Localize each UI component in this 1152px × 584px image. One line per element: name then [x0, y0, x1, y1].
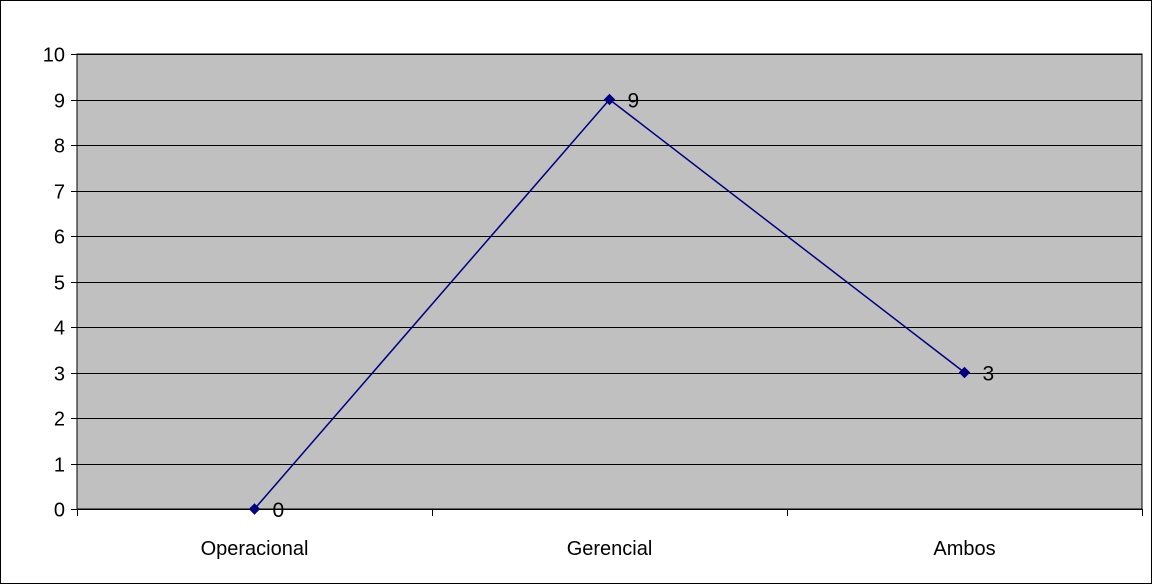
y-tick-label-9: 9 [54, 91, 65, 113]
data-point-marker-ambos [958, 366, 971, 379]
data-label-gerencial: 9 [628, 90, 640, 113]
y-tick-label-2: 2 [54, 409, 65, 431]
x-tick-label-ambos: Ambos [933, 538, 995, 560]
x-tick-label-gerencial: Gerencial [567, 538, 653, 560]
x-tick-label-operacional: Operacional [201, 538, 309, 560]
y-tick-label-3: 3 [54, 364, 65, 386]
y-tick-label-1: 1 [54, 455, 65, 477]
data-point-marker-operacional [248, 503, 261, 515]
y-tick-label-4: 4 [54, 318, 65, 340]
data-label-ambos: 3 [983, 363, 995, 386]
data-point-marker-gerencial [603, 93, 616, 106]
y-tick-label-10: 10 [43, 45, 65, 67]
y-tick-label-7: 7 [54, 182, 65, 204]
plot-area [76, 53, 1143, 510]
y-tick-label-5: 5 [54, 273, 65, 295]
y-tick-label-0: 0 [54, 500, 65, 522]
labels: 0 1 2 3 4 5 6 7 8 9 10 Operacional Gerencial Ambos 0 9 3 [43, 45, 996, 561]
series [248, 93, 971, 515]
y-tick-label-6: 6 [54, 227, 65, 249]
data-label-operacional: 0 [273, 499, 285, 522]
y-tick-label-8: 8 [54, 136, 65, 158]
